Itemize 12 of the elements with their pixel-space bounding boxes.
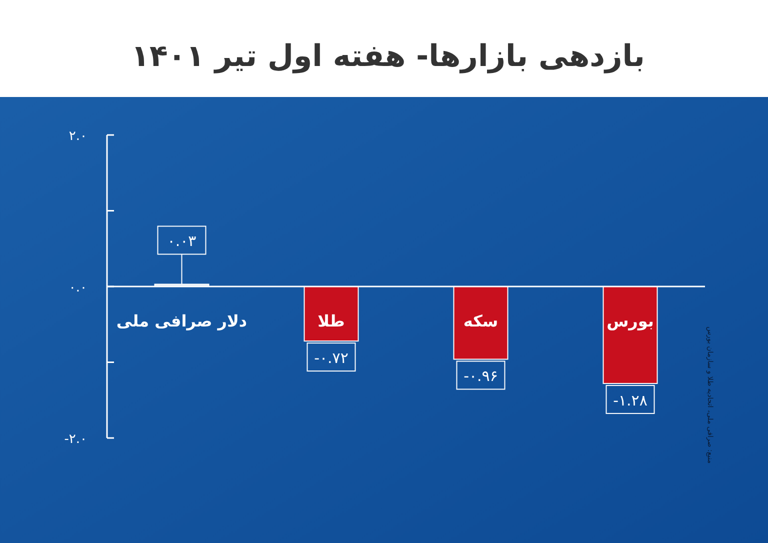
- x-tick-label: بورس: [606, 312, 654, 330]
- y-tick-label: ۲.۰: [68, 129, 87, 144]
- data-label: ۰.۰۳: [167, 232, 196, 250]
- chart-title: بازدهی بازارها- هفته اول تیر ۱۴۰۱: [131, 39, 645, 74]
- data-label: -۰.۷۲: [314, 349, 348, 368]
- data-label: -۰.۹۶: [464, 367, 498, 386]
- x-tick-label: سکه: [463, 312, 498, 330]
- y-tick-label: ۰.۰: [68, 280, 87, 296]
- x-tick-label: دلار صرافی ملی: [116, 312, 248, 330]
- data-label: -۱.۲۸: [613, 391, 648, 410]
- y-tick-label: -۲.۰: [64, 432, 87, 447]
- x-tick-label: طلا: [318, 312, 345, 330]
